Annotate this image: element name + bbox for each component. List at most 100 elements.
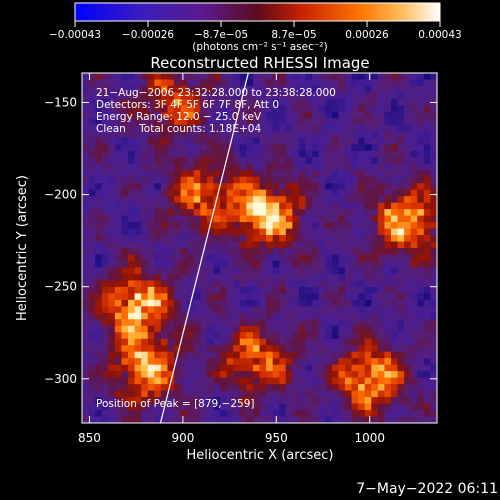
heatmap-cell — [259, 403, 267, 411]
heatmap-cell — [318, 377, 326, 385]
heatmap-cell — [371, 377, 379, 385]
heatmap-cell — [351, 416, 359, 423]
heatmap-cell — [200, 157, 208, 165]
heatmap-cell — [114, 260, 122, 268]
heatmap-cell — [390, 403, 398, 411]
heatmap-cell — [344, 267, 352, 275]
heatmap-cell — [121, 183, 129, 191]
heatmap-cell — [292, 299, 300, 307]
heatmap-cell — [338, 98, 346, 106]
heatmap-cell — [220, 235, 228, 242]
heatmap-cell — [101, 254, 109, 262]
heatmap-cell — [114, 85, 122, 93]
heatmap-cell — [200, 209, 208, 216]
heatmap-cell — [279, 144, 287, 152]
heatmap-cell — [377, 137, 385, 145]
heatmap-cell — [213, 98, 221, 106]
heatmap-cell — [141, 299, 149, 307]
heatmap-cell — [423, 241, 431, 249]
heatmap-cell — [121, 273, 129, 281]
heatmap-cell — [154, 124, 162, 132]
heatmap-cell — [259, 345, 267, 353]
heatmap-cell — [147, 293, 155, 301]
heatmap-cell — [220, 79, 228, 87]
heatmap-cell — [285, 202, 293, 210]
heatmap-cell — [298, 248, 306, 255]
heatmap-cell — [410, 196, 418, 204]
heatmap-cell — [390, 105, 398, 113]
heatmap-cell — [154, 98, 162, 106]
heatmap-cell — [154, 209, 162, 216]
heatmap-cell — [384, 280, 392, 288]
heatmap-cell — [312, 131, 320, 139]
heatmap-cell — [338, 202, 346, 210]
heatmap-cell — [331, 170, 339, 178]
heatmap-cell — [252, 196, 260, 204]
heatmap-cell — [141, 280, 149, 288]
heatmap-cell — [285, 332, 293, 340]
heatmap-cell — [252, 319, 260, 327]
heatmap-cell — [167, 150, 175, 158]
heatmap-cell — [305, 163, 313, 171]
heatmap-cell — [141, 196, 149, 204]
heatmap-cell — [279, 293, 287, 301]
heatmap-cell — [298, 358, 306, 366]
heatmap-cell — [213, 345, 221, 353]
heatmap-cell — [167, 111, 175, 119]
heatmap-cell — [259, 235, 267, 242]
heatmap-cell — [305, 150, 313, 158]
heatmap-cell — [206, 118, 214, 126]
heatmap-cell — [272, 92, 280, 100]
heatmap-cell — [220, 260, 228, 268]
heatmap-cell — [285, 319, 293, 327]
heatmap-cell — [312, 124, 320, 132]
heatmap-cell — [220, 273, 228, 281]
heatmap-cell — [174, 144, 182, 152]
heatmap-cell — [95, 338, 103, 346]
heatmap-cell — [174, 345, 182, 353]
heatmap-cell — [147, 390, 155, 398]
heatmap-cell — [430, 118, 437, 126]
heatmap-cell — [298, 85, 306, 93]
heatmap-cell — [141, 397, 149, 404]
heatmap-cell — [430, 131, 437, 139]
heatmap-cell — [358, 183, 366, 191]
heatmap-cell — [160, 351, 168, 359]
heatmap-cell — [371, 170, 379, 178]
heatmap-cell — [417, 157, 425, 165]
heatmap-cell — [285, 105, 293, 113]
heatmap-cell — [384, 170, 392, 178]
heatmap-cell — [252, 371, 260, 379]
heatmap-cell — [246, 351, 254, 359]
heatmap-cell — [239, 176, 247, 184]
heatmap-cell — [358, 312, 366, 320]
heatmap-cell — [423, 196, 431, 204]
heatmap-cell — [397, 319, 405, 327]
heatmap-cell — [82, 215, 89, 223]
heatmap-cell — [167, 209, 175, 216]
heatmap-cell — [252, 98, 260, 106]
heatmap-cell — [128, 345, 135, 353]
heatmap-cell — [305, 280, 313, 288]
heatmap-cell — [417, 79, 425, 87]
heatmap-cell — [252, 293, 260, 301]
heatmap-cell — [128, 183, 135, 191]
heatmap-cell — [371, 397, 379, 404]
heatmap-cell — [384, 183, 392, 191]
heatmap-cell — [338, 215, 346, 223]
heatmap-cell — [417, 163, 425, 171]
heatmap-cell — [252, 92, 260, 100]
heatmap-cell — [430, 306, 437, 314]
heatmap-cell — [338, 267, 346, 275]
heatmap-cell — [325, 306, 333, 314]
heatmap-cell — [82, 267, 89, 275]
heatmap-cell — [101, 416, 109, 423]
heatmap-cell — [259, 293, 267, 301]
heatmap-cell — [213, 73, 221, 80]
heatmap-cell — [371, 254, 379, 262]
heatmap-cell — [358, 403, 366, 411]
heatmap-cell — [82, 293, 89, 301]
heatmap-cell — [410, 286, 418, 294]
heatmap-cell — [279, 416, 287, 423]
heatmap-cell — [417, 228, 425, 236]
